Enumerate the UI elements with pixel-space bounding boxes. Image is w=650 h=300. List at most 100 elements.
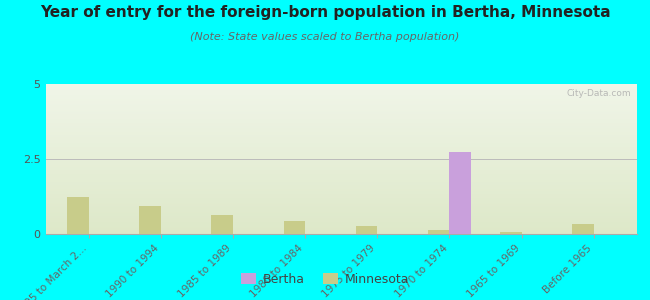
Bar <box>46 148 637 150</box>
Bar <box>46 152 637 153</box>
Bar <box>46 156 637 158</box>
Bar <box>46 123 637 124</box>
Bar <box>46 180 637 182</box>
Bar <box>46 167 637 168</box>
Bar <box>46 174 637 176</box>
Bar <box>46 188 637 189</box>
Bar <box>46 159 637 160</box>
Text: (Note: State values scaled to Bertha population): (Note: State values scaled to Bertha pop… <box>190 32 460 41</box>
Bar <box>46 154 637 156</box>
Bar <box>46 106 637 108</box>
Bar <box>46 100 637 102</box>
Bar <box>46 210 637 212</box>
Bar <box>46 201 637 202</box>
Bar <box>46 153 637 154</box>
Bar <box>46 116 637 117</box>
Bar <box>46 112 637 114</box>
Bar <box>46 118 637 120</box>
Bar <box>211 214 233 234</box>
Bar <box>46 182 637 183</box>
Bar <box>46 186 637 188</box>
Bar <box>46 198 637 200</box>
Bar <box>139 206 161 234</box>
Bar <box>46 128 637 129</box>
Bar <box>46 110 637 111</box>
Bar <box>46 158 637 159</box>
Bar <box>46 216 637 218</box>
Bar <box>46 103 637 105</box>
Bar <box>46 90 637 92</box>
Bar <box>46 126 637 128</box>
Bar <box>46 196 637 198</box>
Bar <box>46 88 637 90</box>
Bar <box>46 218 637 219</box>
Bar <box>46 192 637 194</box>
Bar <box>46 102 637 104</box>
Bar <box>46 134 637 135</box>
Bar <box>46 164 637 165</box>
Bar <box>46 226 637 228</box>
Bar <box>46 93 637 94</box>
Bar <box>46 232 637 234</box>
Bar <box>46 147 637 148</box>
Bar <box>46 206 637 207</box>
Bar <box>46 208 637 210</box>
Bar <box>46 165 637 166</box>
Bar <box>46 190 637 192</box>
Bar <box>46 141 637 142</box>
Bar <box>46 207 637 208</box>
Bar <box>46 222 637 224</box>
Bar <box>46 204 637 206</box>
Bar <box>46 184 637 186</box>
Bar <box>46 224 637 225</box>
Bar <box>46 177 637 178</box>
Bar <box>46 108 637 110</box>
Bar <box>46 194 637 195</box>
Bar <box>46 162 637 164</box>
Bar <box>46 225 637 226</box>
Bar <box>46 138 637 140</box>
Bar <box>46 140 637 141</box>
Bar <box>46 178 637 180</box>
Bar <box>46 171 637 172</box>
Bar <box>46 111 637 112</box>
Bar <box>46 105 637 106</box>
Bar <box>46 122 637 123</box>
Bar <box>46 214 637 216</box>
Bar <box>46 99 637 100</box>
Bar <box>46 230 637 231</box>
Bar <box>46 202 637 204</box>
Bar <box>46 114 637 116</box>
Bar <box>46 195 637 196</box>
Bar <box>46 132 637 134</box>
Bar <box>283 220 305 234</box>
Bar <box>46 87 637 88</box>
Bar <box>46 92 637 93</box>
Bar <box>46 183 637 184</box>
Bar <box>46 135 637 136</box>
Bar <box>46 144 637 146</box>
Bar <box>46 150 637 152</box>
Bar <box>46 96 637 98</box>
Bar <box>46 200 637 201</box>
Bar <box>46 169 637 171</box>
Bar <box>46 120 637 122</box>
Bar <box>46 85 637 87</box>
Bar <box>572 224 593 234</box>
Bar <box>46 212 637 213</box>
Bar <box>46 98 637 99</box>
Text: Year of entry for the foreign-born population in Bertha, Minnesota: Year of entry for the foreign-born popul… <box>40 4 610 20</box>
Bar <box>46 160 637 162</box>
Bar <box>46 168 637 170</box>
Bar <box>46 219 637 220</box>
Bar <box>46 231 637 232</box>
Bar <box>67 196 89 234</box>
Bar <box>46 129 637 130</box>
Text: City-Data.com: City-Data.com <box>566 88 631 98</box>
Bar <box>46 228 637 230</box>
Bar <box>428 230 449 234</box>
Bar <box>449 152 471 234</box>
Bar <box>46 142 637 144</box>
Bar <box>46 213 637 214</box>
Bar <box>46 84 637 86</box>
